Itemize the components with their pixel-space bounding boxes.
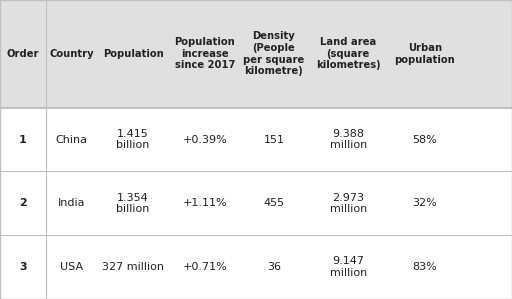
Text: 327 million: 327 million	[102, 262, 164, 272]
Text: Country: Country	[49, 49, 94, 59]
Text: 1: 1	[19, 135, 27, 144]
Text: Urban
population: Urban population	[395, 43, 455, 65]
Text: 83%: 83%	[413, 262, 437, 272]
Text: Density
(People
per square
kilometre): Density (People per square kilometre)	[243, 31, 305, 76]
Text: 9.388
million: 9.388 million	[330, 129, 367, 150]
Text: 1.354
billion: 1.354 billion	[116, 193, 150, 214]
Text: 2: 2	[19, 198, 27, 208]
Text: Land area
(square
kilometres): Land area (square kilometres)	[316, 37, 380, 71]
Text: India: India	[58, 198, 86, 208]
Text: +1.11%: +1.11%	[182, 198, 227, 208]
Text: 455: 455	[263, 198, 285, 208]
Text: USA: USA	[60, 262, 83, 272]
Text: +0.39%: +0.39%	[182, 135, 227, 144]
Text: Population
increase
since 2017: Population increase since 2017	[175, 37, 235, 71]
Text: China: China	[56, 135, 88, 144]
Bar	[0, 171, 512, 235]
Bar	[0, 235, 512, 299]
Text: 151: 151	[263, 135, 285, 144]
Text: 36: 36	[267, 262, 281, 272]
Text: +0.71%: +0.71%	[182, 262, 227, 272]
Text: 58%: 58%	[413, 135, 437, 144]
Text: 32%: 32%	[413, 198, 437, 208]
Text: Population: Population	[103, 49, 163, 59]
Text: 1.415
billion: 1.415 billion	[116, 129, 150, 150]
Bar	[0, 108, 512, 171]
Text: 9.147
million: 9.147 million	[330, 256, 367, 278]
Text: Order: Order	[7, 49, 39, 59]
Bar	[0, 0, 512, 108]
Text: 2.973
million: 2.973 million	[330, 193, 367, 214]
Text: 3: 3	[19, 262, 27, 272]
